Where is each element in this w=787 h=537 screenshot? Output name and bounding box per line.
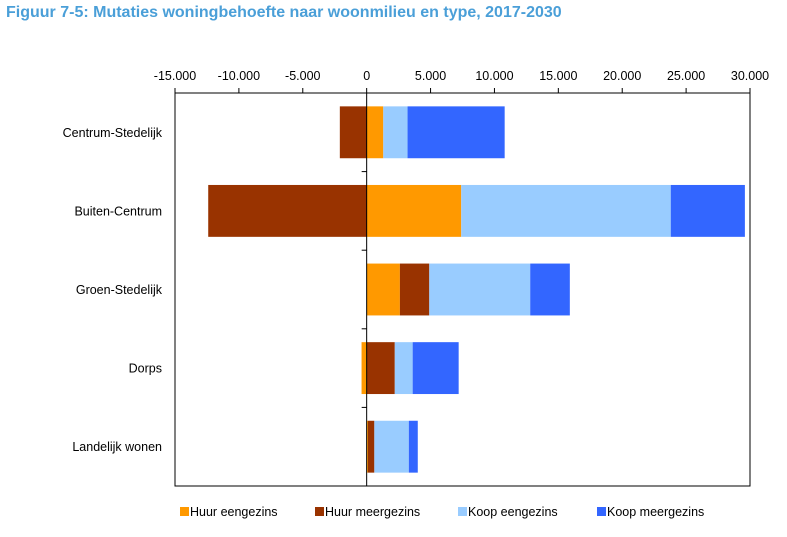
category-label: Groen-Stedelijk <box>76 283 163 297</box>
bar-groen-stedelijk-series-4 <box>530 263 570 316</box>
bar-centrum-stedelijk-series-2 <box>339 106 367 159</box>
x-tick-label: 20.000 <box>603 69 641 83</box>
category-label: Centrum-Stedelijk <box>63 126 163 140</box>
bar-groen-stedelijk-series-2 <box>399 263 430 316</box>
legend-label: Koop eengezins <box>468 505 558 519</box>
x-tick-label: -10.000 <box>218 69 260 83</box>
x-tick-label: 30.000 <box>731 69 769 83</box>
bar-centrum-stedelijk-series-1 <box>366 106 384 159</box>
bar-buiten-centrum-series-1 <box>366 184 462 237</box>
bar-buiten-centrum-series-4 <box>670 184 745 237</box>
x-tick-label: 15.000 <box>539 69 577 83</box>
bar-landelijk-wonen-series-4 <box>408 420 418 473</box>
figure-title: Figuur 7-5: Mutaties woningbehoefte naar… <box>6 4 562 21</box>
bar-landelijk-wonen-series-2 <box>367 420 375 473</box>
legend-label: Huur meergezins <box>325 505 420 519</box>
legend-swatch <box>458 507 467 516</box>
bar-dorps-series-3 <box>394 342 413 395</box>
x-tick-label: 5.000 <box>415 69 446 83</box>
legend-label: Huur eengezins <box>190 505 278 519</box>
x-tick-label: -5.000 <box>285 69 320 83</box>
bars-group <box>208 106 745 473</box>
legend: Huur eengezins Huur meergezins Koop eengez… <box>180 505 704 519</box>
bar-centrum-stedelijk-series-3 <box>383 106 408 159</box>
bar-centrum-stedelijk-series-4 <box>407 106 505 159</box>
x-tick-label: 10.000 <box>475 69 513 83</box>
bar-landelijk-wonen-series-1 <box>366 420 368 473</box>
legend-swatch <box>597 507 606 516</box>
bar-buiten-centrum-series-3 <box>461 184 671 237</box>
bar-buiten-centrum-series-2 <box>208 184 367 237</box>
x-tick-label: -15.000 <box>154 69 196 83</box>
bar-groen-stedelijk-series-1 <box>366 263 400 316</box>
legend-swatch <box>180 507 189 516</box>
x-axis-ticks: -15.000 -10.000 -5.000 0 5.000 10.000 15.000 20… <box>154 69 769 408</box>
category-label: Landelijk wonen <box>72 440 162 454</box>
bar-dorps-series-1 <box>361 342 367 395</box>
legend-swatch <box>315 507 324 516</box>
bar-dorps-series-4 <box>412 342 459 395</box>
x-tick-label: 0 <box>363 69 370 83</box>
legend-label: Koop meergezins <box>607 505 704 519</box>
bar-landelijk-wonen-series-3 <box>374 420 409 473</box>
category-label: Buiten-Centrum <box>74 204 162 218</box>
x-tick-label: 25.000 <box>667 69 705 83</box>
bar-groen-stedelijk-series-3 <box>429 263 531 316</box>
category-label: Dorps <box>129 362 162 376</box>
bar-dorps-series-2 <box>366 342 395 395</box>
category-labels: Centrum-Stedelijk Buiten-Centrum Groen-Ste… <box>63 126 163 454</box>
